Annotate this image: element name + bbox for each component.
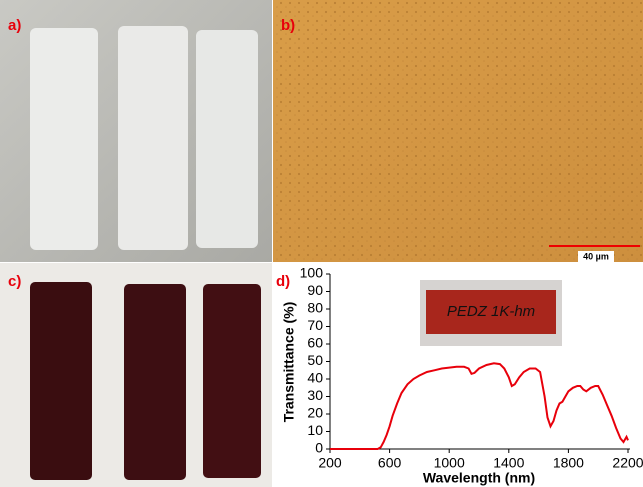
x-tick-label: 200 [318,455,342,471]
photo-b [273,0,643,262]
x-axis-label: Wavelength (nm) [423,470,535,486]
y-tick-label: 70 [307,317,323,333]
scale-bar-label: 40 µm [583,251,609,261]
x-tick-label: 1800 [553,455,584,471]
inset-label: PEDZ 1K-hm [447,303,535,320]
x-tick-label: 600 [378,455,402,471]
y-tick-label: 90 [307,282,323,298]
x-tick-label: 1000 [434,455,465,471]
y-tick-label: 40 [307,370,323,386]
panel-label: b) [281,17,295,34]
transmittance-line [330,362,629,450]
inset-photo [420,280,562,346]
panel-label: d) [276,273,290,290]
y-tick-label: 0 [315,440,323,456]
panel-label: a) [8,17,21,34]
x-tick-label: 1400 [493,455,524,471]
y-tick-label: 30 [307,387,323,403]
y-axis-label: Transmittance (%) [281,302,297,423]
photo-c [0,263,272,487]
y-tick-label: 60 [307,335,323,351]
photo-a [0,0,272,262]
y-tick-label: 10 [307,422,323,438]
x-tick-label: 2200 [612,455,643,471]
y-tick-label: 80 [307,300,323,316]
y-tick-label: 20 [307,405,323,421]
panel-label: c) [8,273,21,290]
y-tick-label: 100 [300,265,324,281]
y-tick-label: 50 [307,352,323,368]
